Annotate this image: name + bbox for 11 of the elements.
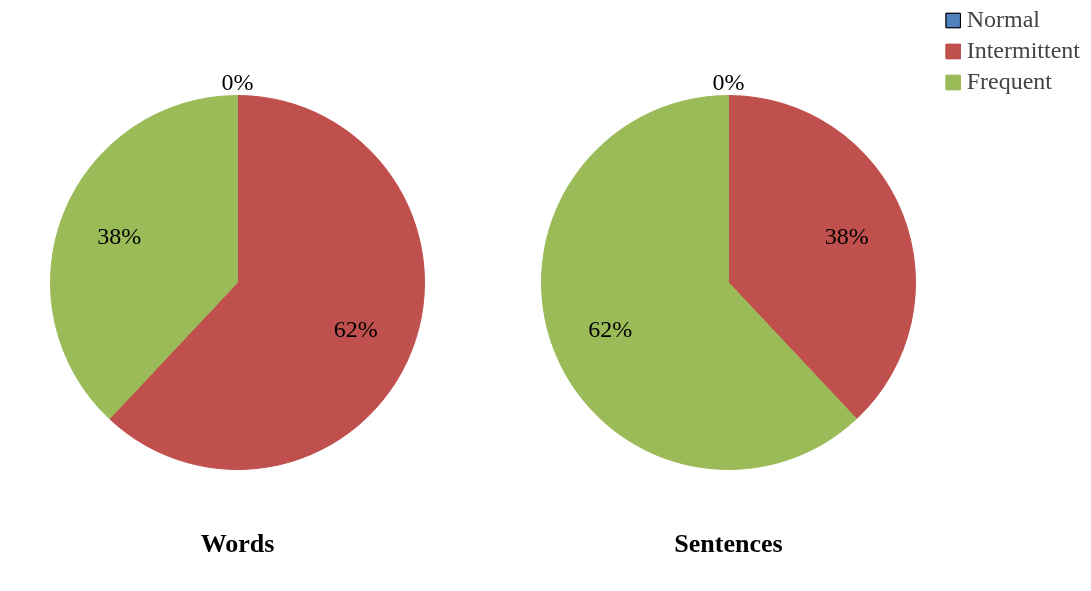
slice-label: Words (200, 529, 275, 558)
slice-label: Sentences (674, 529, 783, 558)
legend-label: Normal (966, 6, 1041, 33)
text: 0% (712, 69, 745, 96)
legend-label: Frequent (966, 68, 1053, 95)
data-label: 38% (97, 222, 142, 249)
text: 0% (221, 69, 254, 96)
data-label: 62% (588, 316, 633, 343)
legend-label: Intermittent (966, 37, 1080, 64)
data-label: 38% (824, 222, 869, 249)
data-label: 62% (333, 316, 378, 343)
